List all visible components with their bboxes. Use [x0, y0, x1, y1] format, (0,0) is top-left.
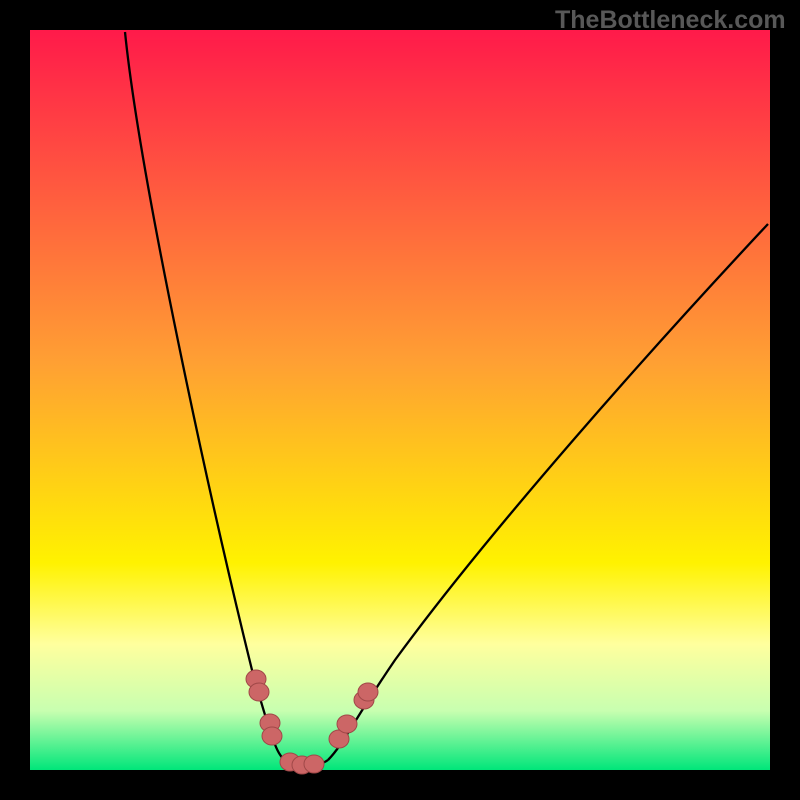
curve-knot	[358, 683, 378, 701]
curve-knot	[262, 727, 282, 745]
curve-knot	[249, 683, 269, 701]
curve-knot	[304, 755, 324, 773]
curve-left-branch	[125, 32, 284, 760]
curve-right-branch	[328, 224, 768, 760]
chart-container: TheBottleneck.com	[0, 0, 800, 800]
curve-knots	[246, 670, 378, 774]
curve-knot	[337, 715, 357, 733]
v-curve-overlay	[0, 0, 800, 800]
